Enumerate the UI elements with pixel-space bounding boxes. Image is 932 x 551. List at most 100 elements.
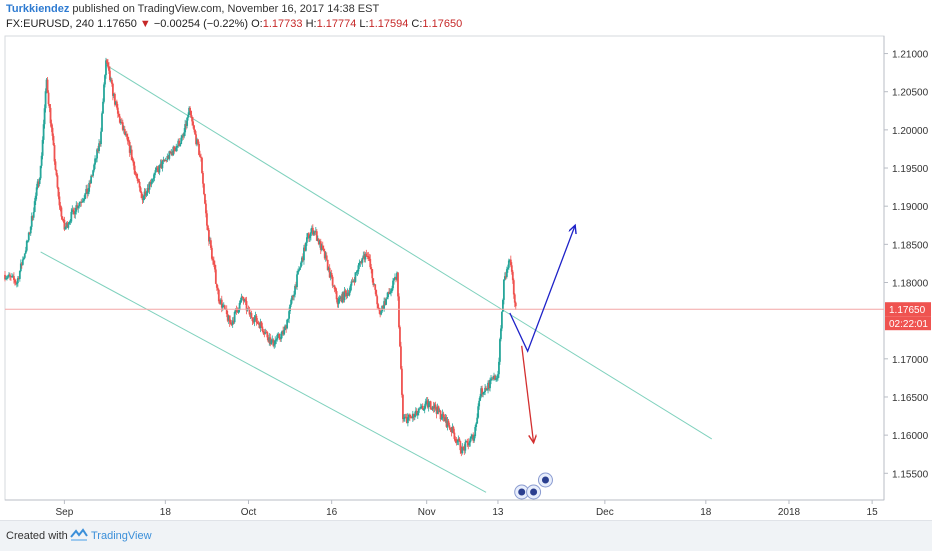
candle-body [69, 221, 72, 223]
candle-body [112, 93, 115, 96]
tradingview-logo-icon[interactable] [70, 527, 88, 541]
candle-body [453, 432, 456, 439]
candle-body [416, 412, 419, 416]
y-tick-label: 1.20500 [892, 88, 929, 99]
publish-info: Turkkiendez published on TradingView.com… [6, 3, 379, 15]
candle-body [226, 314, 229, 321]
candle-body [95, 158, 97, 160]
event-flag-icon[interactable] [526, 484, 542, 500]
candle-body [123, 128, 126, 135]
candle-body [294, 285, 296, 295]
candle-body [241, 296, 244, 298]
candle-body [435, 409, 438, 414]
candle-body [513, 294, 516, 303]
candle-body [424, 401, 427, 406]
blue-arrow-annotation[interactable] [509, 225, 575, 353]
candle-body [36, 181, 39, 188]
candle-body [414, 410, 417, 415]
candle-body [444, 417, 447, 422]
y-tick-label: 1.18500 [892, 240, 929, 251]
candle-body [494, 375, 496, 380]
candle-body [167, 155, 170, 159]
candle-body [480, 388, 483, 397]
candle-body [454, 438, 457, 440]
candle-body [364, 253, 367, 260]
candle-body [324, 255, 327, 259]
candle-body [302, 257, 304, 261]
candle-body [449, 428, 452, 430]
candle-body [155, 167, 158, 171]
candle-body [307, 233, 310, 239]
candle-body [290, 299, 292, 305]
candle-body [189, 107, 192, 111]
candle-body [61, 216, 64, 219]
candle-body [441, 413, 444, 419]
x-tick-label: 18 [700, 507, 712, 518]
channel-line-lower[interactable] [40, 251, 487, 493]
candle-body [419, 406, 422, 409]
candle-body [500, 328, 502, 340]
candle-body [285, 325, 288, 329]
candle-body [91, 175, 94, 177]
candle-body [325, 255, 328, 260]
candle-body [10, 276, 12, 278]
candle-body [206, 213, 208, 226]
footer-bar: Created with TradingView [0, 520, 932, 551]
plot-area[interactable] [4, 35, 885, 501]
candle-body [64, 226, 67, 230]
candle-body [201, 157, 203, 173]
candle-body [282, 330, 285, 335]
candle-body [440, 418, 443, 420]
candle-body [452, 426, 455, 433]
candle-body [339, 296, 342, 299]
candle-body [502, 299, 504, 312]
red-arrow-annotation[interactable] [521, 345, 534, 443]
candle-body [433, 404, 436, 409]
candle-body [145, 193, 148, 196]
candle-body [417, 408, 420, 413]
candle-body [313, 231, 316, 233]
candle-body [200, 156, 202, 158]
candle-body [37, 181, 40, 184]
candle-body [423, 405, 426, 410]
candle-body [451, 426, 454, 433]
candle-body [388, 292, 390, 294]
candle-body [342, 292, 345, 301]
candle-body [445, 417, 448, 427]
candle-body [130, 149, 133, 160]
event-flag-icon[interactable] [537, 472, 553, 488]
candle-body [263, 333, 266, 335]
candle-body [478, 400, 481, 407]
candle-body [308, 236, 311, 239]
candle-body [132, 160, 135, 166]
x-tick-label: 13 [492, 507, 504, 518]
candle-body [144, 191, 147, 196]
channel-line-upper[interactable] [105, 64, 713, 440]
candle-body [305, 242, 307, 251]
candle-body [437, 406, 440, 412]
price-chart[interactable]: 1.21000 1.20500 1.20000 1.19500 1.19000 1.185… [0, 0, 932, 520]
event-flag-icon[interactable] [514, 484, 530, 500]
candle-body [202, 172, 204, 184]
tradingview-brand-link[interactable]: TradingView [91, 530, 152, 542]
high-value: 1.17774 [316, 18, 357, 30]
candle-body [439, 410, 442, 420]
candle-body [88, 182, 91, 192]
candle-body [442, 413, 445, 418]
high-label: H: [305, 18, 317, 30]
candle-body [281, 330, 284, 334]
candle-body [44, 91, 47, 109]
candle-body [134, 173, 137, 175]
author-name[interactable]: Turkkiendez [6, 3, 70, 15]
candle-body [420, 406, 423, 408]
candle-body [30, 216, 33, 227]
candle-body [390, 291, 392, 293]
candle-body [124, 134, 127, 136]
candle-body [73, 210, 76, 215]
candle-body [291, 295, 293, 300]
candle-body [237, 310, 240, 313]
candle-body [464, 442, 467, 451]
y-tick-label: 1.18000 [892, 279, 929, 290]
candle-body [164, 160, 167, 162]
candle-body [473, 436, 476, 441]
